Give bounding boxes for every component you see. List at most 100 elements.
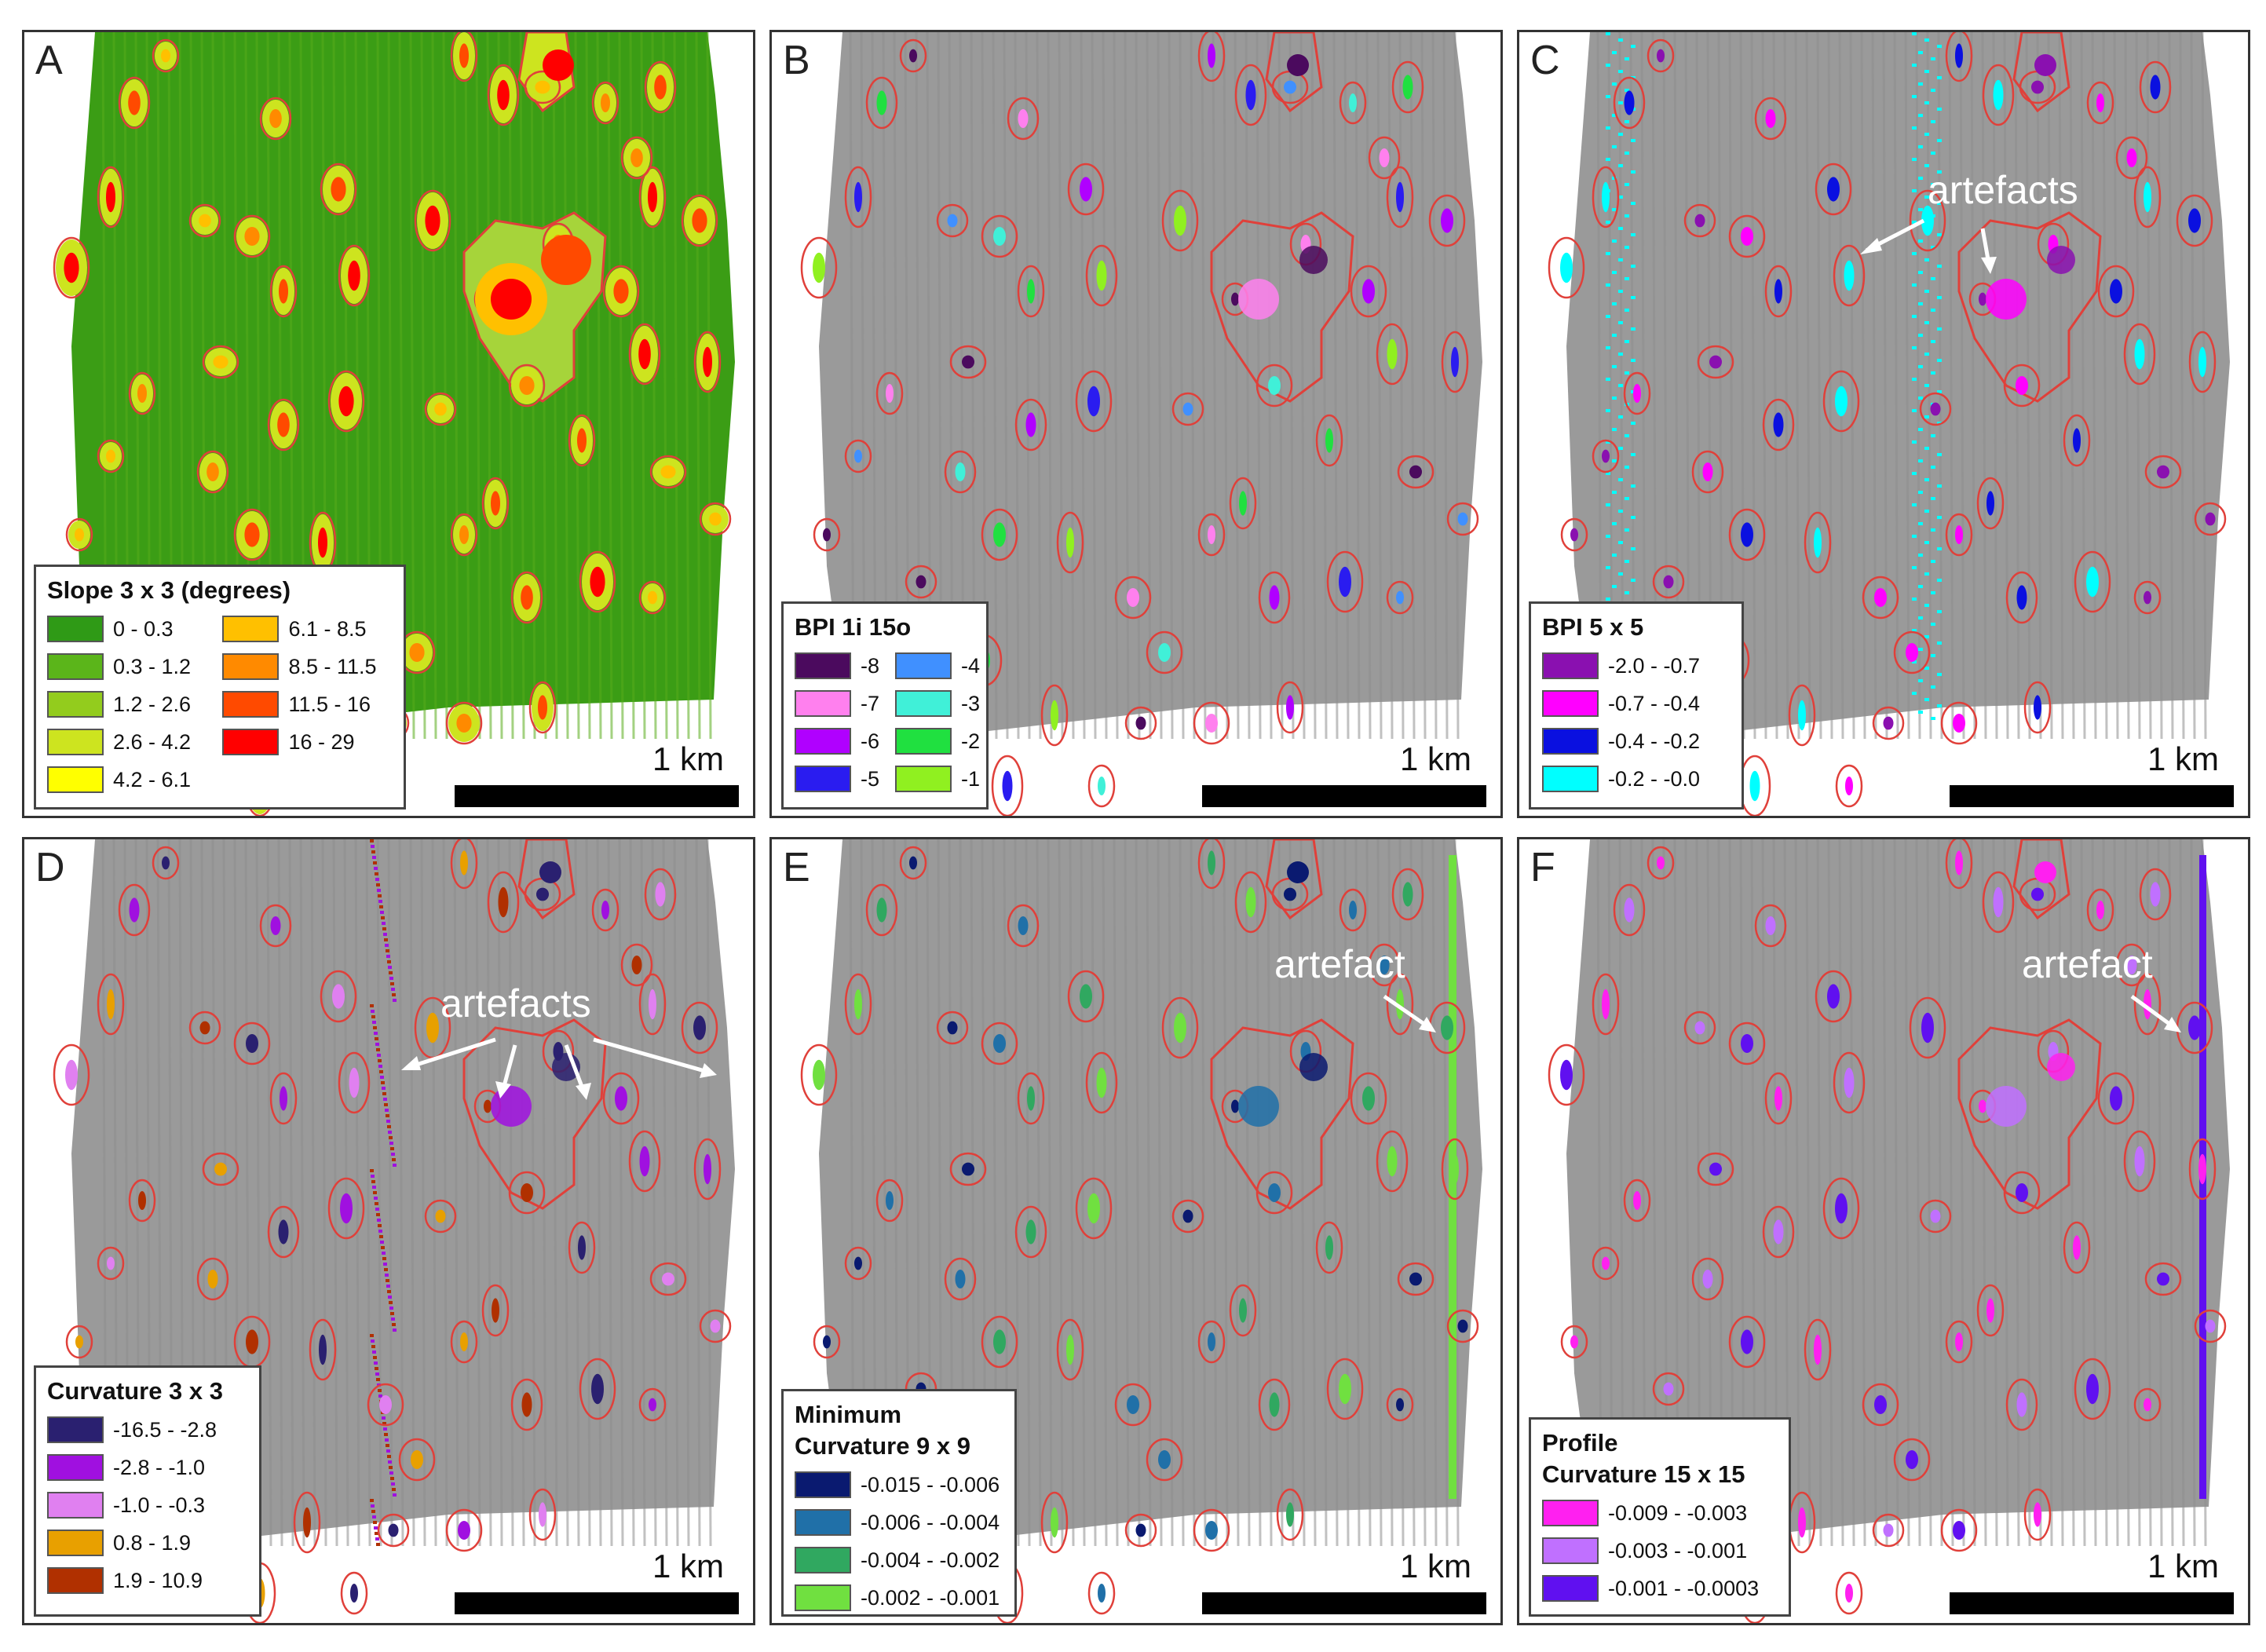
texture-line: [1915, 839, 1921, 1547]
legend-swatch: [895, 690, 952, 717]
texture-line: [420, 839, 426, 1547]
mound-outline: [1592, 439, 1620, 473]
scale-bar: [1202, 1592, 1486, 1614]
legend-item: 11.5 - 16: [222, 689, 393, 719]
mound-fill: [319, 1334, 327, 1365]
mound-outline: [481, 1284, 510, 1337]
mound-fill: [993, 1329, 1006, 1354]
mound-fill: [1798, 1507, 1806, 1538]
artefact-speck: [1631, 170, 1636, 174]
hill-signal: [491, 1086, 532, 1127]
bpi-map: [800, 32, 1482, 816]
artefact-speck: [371, 845, 375, 848]
texture-line: [1849, 32, 1855, 740]
legend-item: -2: [895, 726, 980, 756]
texture-line: [376, 839, 382, 1547]
mound-outline: [1197, 32, 1226, 82]
mound-outline: [1945, 32, 1973, 82]
legend-swatch: [1542, 766, 1599, 792]
mound-outline: [2144, 455, 2182, 489]
mound-crest: [64, 252, 79, 283]
mound-fill: [303, 1507, 311, 1538]
texture-line: [1409, 839, 1416, 1547]
texture-line: [1882, 839, 1888, 1547]
mound-fill: [1844, 1067, 1855, 1098]
mound-outline: [2123, 323, 2156, 386]
mound-outline: [128, 1179, 156, 1223]
mound-outline: [1788, 684, 1816, 747]
artefact-speck: [1924, 447, 1929, 450]
artefact-speck: [389, 1466, 393, 1469]
mound-outline: [693, 331, 722, 393]
mound-fill: [615, 1086, 627, 1111]
mound-crest: [409, 643, 425, 662]
mound-outline: [936, 203, 969, 238]
texture-line: [2146, 839, 2152, 1547]
legend-title: BPI 1i 15o: [795, 613, 912, 641]
mound-fill: [379, 1395, 392, 1414]
mound-fill: [1127, 588, 1139, 607]
mound-fill: [1633, 384, 1641, 403]
mound-outline: [152, 846, 180, 880]
mound-outline: [1613, 883, 1646, 937]
artefact-speck: [1612, 334, 1617, 337]
mound-fill: [280, 1086, 287, 1111]
texture-line: [1190, 839, 1196, 1547]
mound-outline: [1315, 1221, 1343, 1274]
hill-signal: [1287, 54, 1309, 76]
artefact-speck: [1606, 535, 1610, 538]
mound-outline: [1815, 970, 1852, 1023]
mound-fill: [993, 1034, 1006, 1053]
texture-line: [1871, 32, 1877, 740]
mound-outline: [152, 38, 180, 73]
mound-fill: [2205, 1319, 2216, 1333]
mound-fill: [955, 1270, 966, 1288]
mound-fill: [1349, 901, 1357, 919]
hill-signal: [2034, 54, 2056, 76]
artefact-speck: [1924, 541, 1929, 544]
texture-line: [585, 32, 591, 740]
legend-swatch: [47, 1416, 104, 1443]
artefact-speck: [377, 889, 381, 892]
mound-fill: [435, 1209, 446, 1223]
large-mound-outline: [1210, 211, 1354, 403]
mound-outline: [1014, 1205, 1047, 1259]
artefact-speck: [1618, 164, 1623, 167]
mound-outline: [1548, 236, 1585, 299]
legend-label: -8: [861, 653, 880, 678]
mound-fill: [388, 1523, 399, 1537]
legend-label: -0.003 - -0.001: [1608, 1538, 1748, 1562]
mound-outline: [844, 166, 872, 228]
texture-line: [310, 839, 316, 1547]
mound-outline: [2144, 1262, 2182, 1296]
mound-outline: [1893, 1438, 1931, 1482]
texture-line: [1970, 32, 1976, 740]
mound-outline: [1833, 1051, 1866, 1114]
mound-fill: [1231, 292, 1239, 306]
artefact-speck: [1931, 152, 1935, 155]
legend-swatch: [895, 652, 952, 679]
legend-swatch: [222, 691, 280, 718]
mound-outline: [510, 1378, 543, 1431]
artefact-speck: [375, 1372, 379, 1376]
mound-outline: [844, 973, 872, 1036]
mound-outline: [487, 871, 520, 934]
mound-outline: [269, 265, 298, 318]
texture-line: [1981, 839, 1987, 1547]
artefact-speck: [1625, 246, 1629, 249]
mound-fill: [813, 252, 825, 283]
legend-label: -0.2 - -0.0: [1608, 766, 1701, 791]
mound-outline: [1446, 502, 1479, 536]
texture-line: [1168, 839, 1174, 1547]
texture-line: [1431, 839, 1438, 1547]
texture-line: [442, 32, 448, 740]
legend: Curvature 3 x 3 -16.5 - -2.8 -2.8 - -1.0 -…: [34, 1365, 261, 1617]
mound-outline: [1085, 1051, 1118, 1114]
mound-outline: [2023, 681, 2052, 734]
legend-label: 11.5 - 16: [288, 692, 371, 716]
artefact-speck: [377, 1054, 381, 1057]
mound-outline: [367, 1383, 404, 1427]
artefact-speck: [382, 1416, 386, 1420]
artefact-speck: [387, 1125, 391, 1128]
mound-outline: [450, 513, 478, 557]
